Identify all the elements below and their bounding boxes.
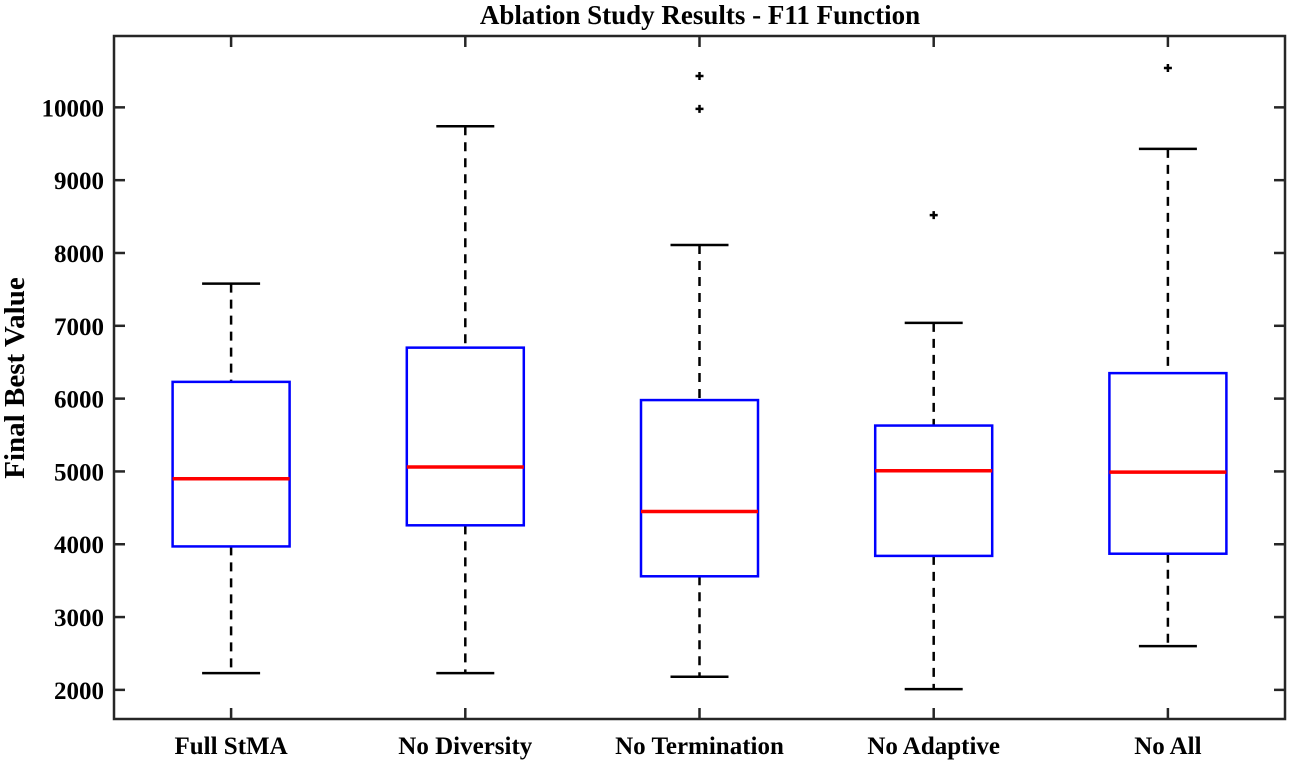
y-axis-ticks: 2000 3000 4000 5000 6000 7000 8000 9000 10000	[42, 95, 1285, 705]
box-group	[873, 211, 994, 691]
x-tick-label: No Termination	[615, 733, 784, 760]
y-tick-label: 8000	[54, 241, 104, 268]
outlier-marker	[1163, 64, 1172, 73]
iqr-box	[639, 398, 760, 578]
x-tick-label: No Diversity	[398, 733, 532, 760]
y-tick-label: 10000	[42, 95, 105, 122]
iqr-box	[1108, 371, 1228, 555]
iqr-box	[873, 424, 994, 558]
box-group	[171, 282, 291, 675]
box-group	[1108, 64, 1228, 648]
y-tick-label: 9000	[54, 168, 104, 195]
iqr-box	[171, 380, 291, 548]
plot-area-frame	[112, 34, 1287, 721]
x-axis-ticks: Full StMA No Diversity No Termination No Ad…	[174, 36, 1202, 760]
y-tick-label: 3000	[54, 605, 104, 632]
box-series	[171, 64, 1228, 691]
box-group	[405, 125, 526, 675]
iqr-box	[405, 346, 526, 527]
y-tick-label: 4000	[54, 532, 104, 559]
outlier-marker	[695, 72, 704, 81]
y-tick-label: 5000	[54, 459, 104, 486]
box-group	[639, 72, 760, 679]
y-tick-label: 2000	[54, 678, 104, 705]
y-tick-label: 6000	[54, 387, 104, 414]
y-axis-label: Final Best Value	[0, 277, 31, 479]
outlier-marker	[695, 104, 704, 113]
chart-title: Ablation Study Results - F11 Function	[480, 0, 920, 30]
y-tick-label: 7000	[54, 314, 104, 341]
outlier-marker	[929, 211, 938, 220]
x-tick-label: No Adaptive	[867, 733, 1000, 760]
x-tick-label: Full StMA	[174, 733, 287, 760]
x-tick-label: No All	[1134, 733, 1201, 760]
